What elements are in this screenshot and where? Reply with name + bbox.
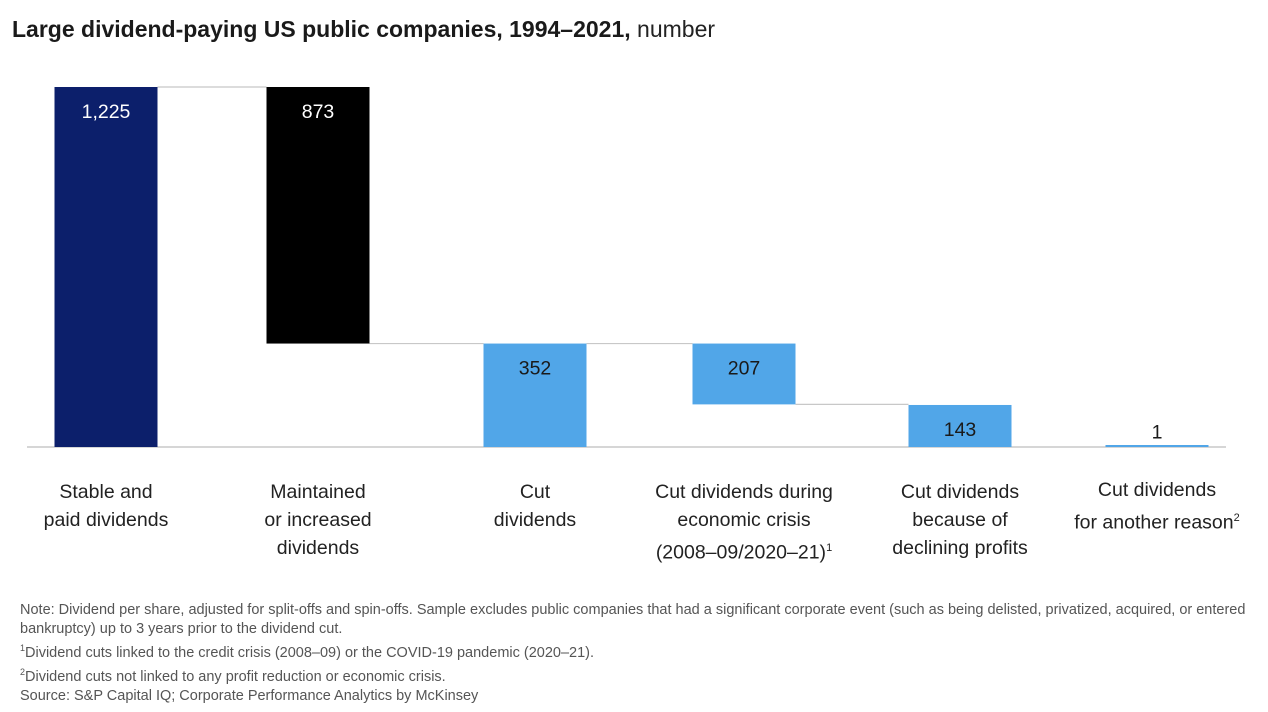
footnote-1: 1Dividend cuts linked to the credit cris… [20, 639, 1260, 663]
category-label-line: Cut dividends [1097, 479, 1217, 501]
category-label: Maintained or increased dividends [213, 478, 423, 562]
category-label-line: or increased [264, 509, 372, 531]
note-text: Note: Dividend per share, adjusted for s… [20, 602, 1246, 637]
category-label-line: economic crisis [677, 509, 811, 531]
bar [692, 343, 796, 405]
category-label-line: Cut dividends during [655, 481, 833, 503]
category-label-line: Cut dividends [900, 481, 1020, 503]
category-label: Stable and paid dividends [1, 478, 211, 534]
category-label: Cut dividends for another reason2 [1052, 476, 1262, 537]
bar-value-label: 352 [519, 358, 552, 380]
category-label: Cut dividends [430, 478, 640, 534]
bar-value-label: 143 [944, 419, 977, 441]
bar-value-label: 207 [728, 358, 761, 380]
category-label-line: declining profits [892, 537, 1028, 559]
category-label-line: Stable and [59, 481, 153, 503]
chart-title: Large dividend-paying US public companie… [12, 16, 715, 43]
footnote-2: 2Dividend cuts not linked to any profit … [20, 663, 1260, 687]
bar [266, 87, 370, 344]
bar [483, 343, 587, 447]
bar-value-label: 1 [1152, 422, 1163, 444]
category-label-line: paid dividends [43, 509, 169, 531]
footnote-2-text: Dividend cuts not linked to any profit r… [25, 668, 446, 685]
bar-value-label: 873 [302, 101, 335, 123]
footnote-2-mark: 2 [20, 666, 26, 677]
category-label-line: (2008–09/2020–21)1 [655, 541, 833, 564]
category-label: Cut dividends because of declining profits [855, 478, 1065, 562]
category-label-line: Cut [519, 481, 551, 503]
source-text: Source: S&P Capital IQ; Corporate Perfor… [20, 687, 479, 704]
bar-value-label: 1,225 [82, 101, 131, 123]
category-label-line: dividends [276, 537, 360, 559]
bar [908, 404, 1012, 447]
chart-title-unit: number [637, 16, 716, 42]
chart-notes: Note: Dividend per share, adjusted for s… [20, 601, 1260, 706]
footnote-1-mark: 1 [20, 643, 26, 653]
footnote-mark: 2 [1233, 512, 1240, 524]
waterfall-chart: 1,225 873 352 207 143 1 [27, 86, 1226, 448]
category-label: Cut dividends during economic crisis (2008… [639, 478, 849, 567]
bar [1105, 445, 1209, 447]
category-label-line: Maintained [270, 481, 366, 503]
footnote-mark: 1 [826, 542, 833, 554]
chart-title-main: Large dividend-paying US public companie… [12, 16, 631, 42]
category-label-line: for another reason2 [1074, 511, 1240, 534]
category-label-line: dividends [493, 509, 577, 531]
footnote-1-text: Dividend cuts linked to the credit crisi… [25, 644, 595, 661]
category-label-line: because of [912, 509, 1008, 531]
bar [54, 87, 158, 447]
